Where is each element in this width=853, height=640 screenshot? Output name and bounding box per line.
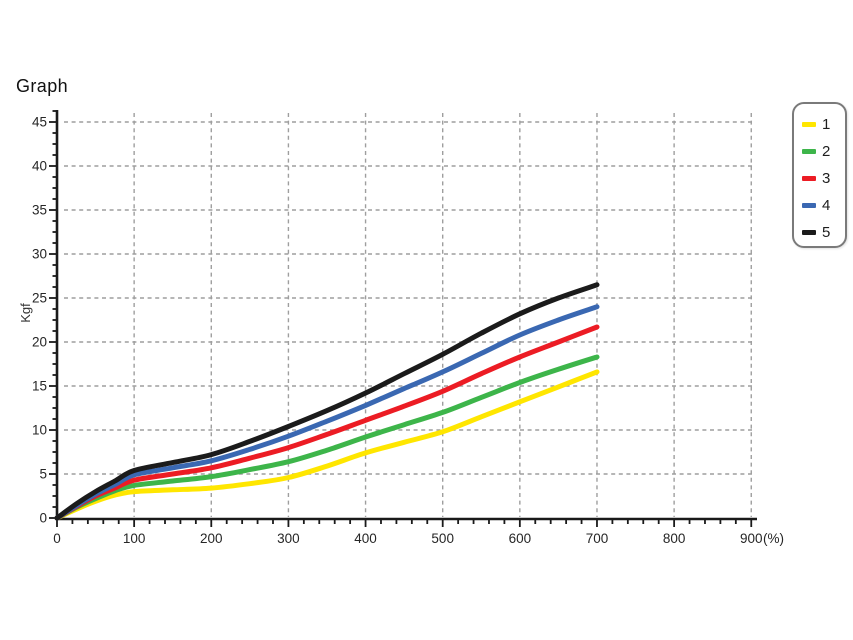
series-curve-3 — [54, 324, 600, 521]
y-tick-label: 0 — [39, 511, 47, 526]
legend-item-1: 1 — [794, 111, 845, 138]
legend-label-5: 5 — [822, 224, 831, 241]
x-tick-label: 600 — [509, 531, 532, 546]
chart-title: Graph — [16, 76, 69, 96]
y-tick-label: 40 — [32, 159, 47, 174]
legend: 1 2 3 4 5 — [792, 102, 847, 248]
legend-swatch-3 — [802, 176, 816, 181]
series-curve-2 — [54, 354, 600, 521]
y-tick-label: 45 — [32, 115, 47, 130]
legend-label-4: 4 — [822, 197, 831, 214]
legend-label-3: 3 — [822, 170, 831, 187]
x-tick-label: 900 — [740, 531, 763, 546]
series-curve-5 — [54, 282, 600, 521]
y-tick-label: 25 — [32, 291, 47, 306]
y-axis-label: Kgf — [18, 303, 33, 323]
legend-item-3: 3 — [794, 165, 845, 192]
x-tick-label: 200 — [200, 531, 223, 546]
y-tick-label: 10 — [32, 423, 47, 438]
legend-item-4: 4 — [794, 192, 845, 219]
x-tick-label: 500 — [431, 531, 454, 546]
legend-item-5: 5 — [794, 219, 845, 246]
legend-item-2: 2 — [794, 138, 845, 165]
x-tick-label: 300 — [277, 531, 300, 546]
x-tick-label: 0 — [53, 531, 61, 546]
legend-swatch-5 — [802, 230, 816, 235]
y-tick-label: 20 — [32, 335, 47, 350]
legend-swatch-2 — [802, 149, 816, 154]
legend-label-1: 1 — [822, 116, 831, 133]
legend-label-2: 2 — [822, 143, 831, 160]
y-tick-label: 5 — [39, 467, 47, 482]
legend-swatch-1 — [802, 122, 816, 127]
y-tick-label: 15 — [32, 379, 47, 394]
y-tick-label: 35 — [32, 203, 47, 218]
series-curve-1 — [54, 369, 600, 521]
x-tick-label: 700 — [586, 531, 609, 546]
x-tick-label: 100 — [123, 531, 146, 546]
x-unit-label: (%) — [763, 531, 784, 546]
x-tick-label: 400 — [354, 531, 377, 546]
x-tick-label: 800 — [663, 531, 686, 546]
series-curve-4 — [54, 304, 600, 521]
legend-swatch-4 — [802, 203, 816, 208]
y-tick-label: 30 — [32, 247, 47, 262]
